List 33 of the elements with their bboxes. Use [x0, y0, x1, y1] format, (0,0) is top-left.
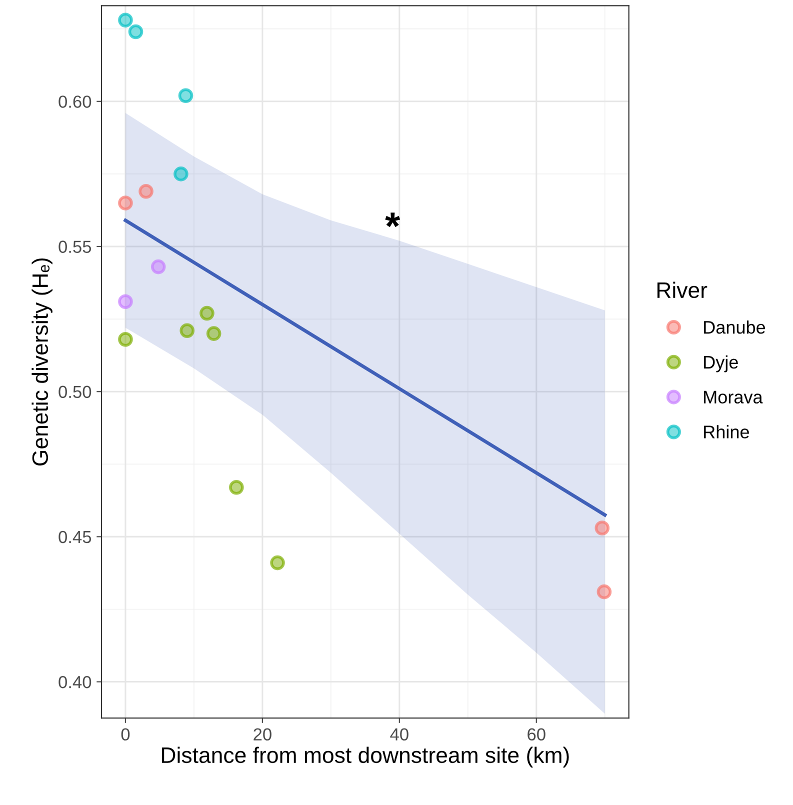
point: [229, 480, 244, 495]
point: [200, 306, 214, 321]
point: [270, 555, 285, 570]
point: [138, 184, 154, 199]
point: [150, 259, 166, 274]
x-tick-label: 60: [528, 728, 546, 741]
x-tick-label: 20: [254, 728, 272, 741]
x-tick-label: 0: [121, 728, 130, 741]
point: [174, 166, 188, 182]
point: [128, 24, 144, 40]
point: [118, 196, 133, 210]
x-tick-label: 40: [390, 728, 408, 741]
x-axis-title: Distance from most downstream site (km): [162, 746, 569, 768]
point: [178, 88, 194, 103]
legend-title: River: [657, 282, 708, 298]
point: [118, 12, 133, 28]
annotation: *: [385, 212, 400, 228]
y-tick-label: 0.60: [58, 96, 92, 108]
legend-label: Dyje: [704, 355, 738, 372]
y-axis-title: Genetic diversity (Hₑ): [32, 258, 52, 466]
y-tick-label: 0.50: [58, 386, 92, 398]
point: [180, 323, 195, 338]
legend-label: Danube: [704, 320, 766, 334]
y-tick-label: 0.45: [58, 530, 92, 544]
y-tick-label: 0.55: [58, 240, 92, 253]
point: [596, 584, 612, 600]
point: [118, 294, 133, 310]
point: [594, 520, 610, 536]
y-tick-label: 0.40: [58, 676, 92, 688]
legend-label: Morava: [704, 390, 763, 404]
legend-label: Rhine: [704, 425, 749, 438]
point: [118, 332, 133, 347]
point: [206, 326, 222, 341]
